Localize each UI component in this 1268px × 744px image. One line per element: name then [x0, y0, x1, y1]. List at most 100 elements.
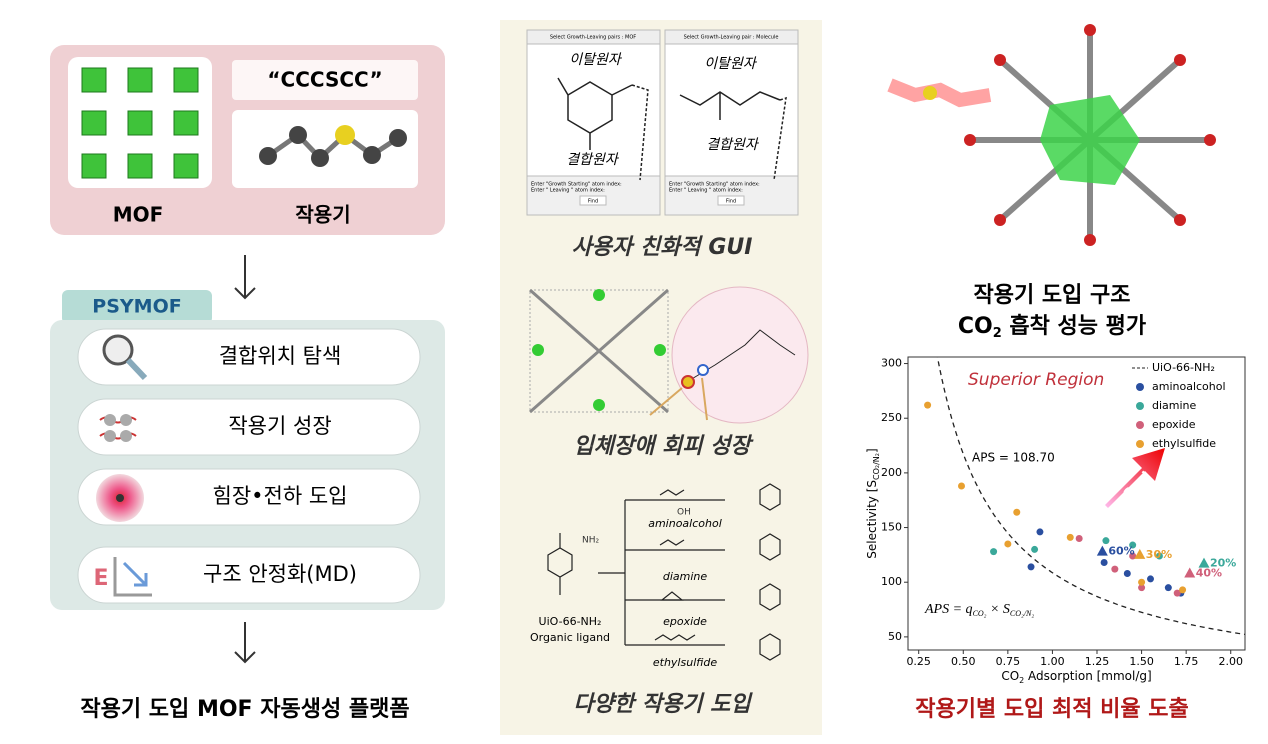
legend-marker: [1136, 421, 1144, 429]
point: [1075, 534, 1083, 542]
point: [1164, 584, 1172, 592]
point: [1173, 589, 1181, 597]
x-tick-label: 0.25: [906, 655, 931, 668]
x-tick-label: 1.25: [1085, 655, 1110, 668]
plot-layer: [924, 357, 1245, 636]
step-pills: [77, 328, 421, 604]
legend-label: diamine: [1152, 399, 1197, 412]
point: [1027, 563, 1035, 571]
x-tick-label: 0.50: [951, 655, 976, 668]
x-axis-label: CO2 Adsorption [mmol/g]: [1001, 669, 1151, 686]
group-name: epoxide: [663, 615, 707, 628]
ligand: UiO-66-NH₂: [539, 615, 602, 628]
point: [1036, 528, 1044, 536]
point: [1179, 586, 1187, 594]
binding-label: 결합원자: [706, 137, 760, 153]
x-tick-label: 2.00: [1218, 655, 1243, 668]
step-icon-letter: E: [93, 566, 108, 591]
legend-label: UiO-66-NH₂: [1152, 361, 1215, 374]
x-tick-label: 1.00: [1040, 655, 1065, 668]
group-label: 작용기: [295, 203, 350, 227]
group-name: ethylsulfide: [653, 656, 717, 669]
y-tick-label: 100: [881, 575, 902, 588]
region-label: Superior Region: [968, 370, 1104, 390]
right-title: 작용기 도입 구조: [974, 283, 1131, 308]
right-footer: 작용기별 도입 최적 비율 도출: [915, 697, 1189, 722]
point: [1129, 541, 1137, 549]
growth-images: [529, 286, 809, 424]
point: [1111, 565, 1119, 573]
prompt: Enter " Leaving " atom index:: [669, 188, 743, 194]
point: [1031, 545, 1039, 553]
binding-label: 결합원자: [566, 152, 620, 168]
legend-label: ethylsulfide: [1152, 437, 1216, 450]
step: 구조 안정화(MD): [203, 562, 357, 586]
ligand-sub: Organic ligand: [530, 631, 610, 644]
point: [1102, 537, 1110, 545]
find-button[interactable]: Find: [588, 199, 598, 205]
find-button[interactable]: Find: [726, 199, 736, 205]
mof-clusters: [81, 67, 199, 179]
caption: 다양한 작용기 도입: [573, 692, 753, 717]
formula: APS = qCO₂ × SCO₂/N₂: [924, 602, 1034, 618]
caption: 사용자 친화적 GUI: [572, 235, 753, 260]
prompt: Enter " Leaving " atom index:: [531, 188, 605, 194]
best-point: [1184, 567, 1196, 578]
y-tick-label: 300: [881, 357, 902, 370]
tab-label: PSYMOF: [92, 296, 181, 318]
reaction-scheme: [547, 483, 781, 661]
leaving-label: 이탈원자: [704, 56, 758, 72]
arrow: [234, 622, 256, 664]
point: [1066, 533, 1074, 541]
group-name: aminoalcohol: [648, 517, 722, 530]
point: [1138, 578, 1146, 586]
best-point: [1134, 548, 1146, 559]
point: [957, 482, 965, 490]
arrow: [234, 255, 256, 300]
y-axis-label: Selectivity [SCO₂/N₂]: [865, 448, 882, 558]
left-footer: 작용기 도입 MOF 자동생성 플랫폼: [80, 697, 409, 722]
y-tick-label: 150: [881, 521, 902, 534]
x-tick-label: 0.75: [996, 655, 1021, 668]
smiles: “CCCSCC”: [267, 68, 382, 92]
step: 힘장•전하 도입: [213, 484, 348, 508]
best-label: 60%: [1108, 545, 1134, 558]
legend-label: epoxide: [1152, 418, 1196, 431]
tab: [62, 290, 212, 324]
hydroxyl-label: OH: [677, 508, 691, 518]
point: [1129, 552, 1137, 560]
legend-marker: [1136, 383, 1144, 391]
mof-label: MOF: [113, 203, 164, 227]
y-tick-label: 250: [881, 411, 902, 424]
legend-marker: [1136, 402, 1144, 410]
point: [1146, 575, 1154, 583]
best-label: 30%: [1146, 548, 1172, 561]
window-title: Select Growth-Leaving pairs : MOF: [550, 35, 636, 41]
point: [1100, 559, 1108, 567]
point: [924, 401, 932, 409]
group-name: diamine: [663, 570, 708, 583]
x-tick-label: 1.50: [1129, 655, 1154, 668]
smiles-box: [232, 60, 418, 100]
point: [1004, 540, 1012, 548]
prompt: Enter "Growth Starting" atom index:: [669, 182, 760, 188]
y-tick-label: 50: [888, 630, 902, 643]
steps-panel: [50, 320, 445, 610]
molecule-image: [232, 110, 418, 188]
leaving-label: 이탈원자: [569, 52, 623, 68]
goal-arrow: [1105, 448, 1165, 508]
best-point: [1096, 545, 1108, 556]
curve-label: APS = 108.70: [972, 451, 1055, 465]
point: [1155, 552, 1163, 560]
mof-structure: [887, 24, 1216, 246]
prompt: Enter "Growth Starting" atom index:: [531, 182, 622, 188]
point: [1138, 584, 1146, 592]
window-title: Select Growth-Leaving pair : Molecule: [684, 35, 779, 41]
legend-marker: [1136, 440, 1144, 448]
point: [990, 548, 998, 556]
point: [1013, 508, 1021, 516]
point: [1123, 569, 1131, 577]
step: 결합위치 탐색: [219, 344, 342, 368]
gui-windows: [526, 29, 799, 216]
